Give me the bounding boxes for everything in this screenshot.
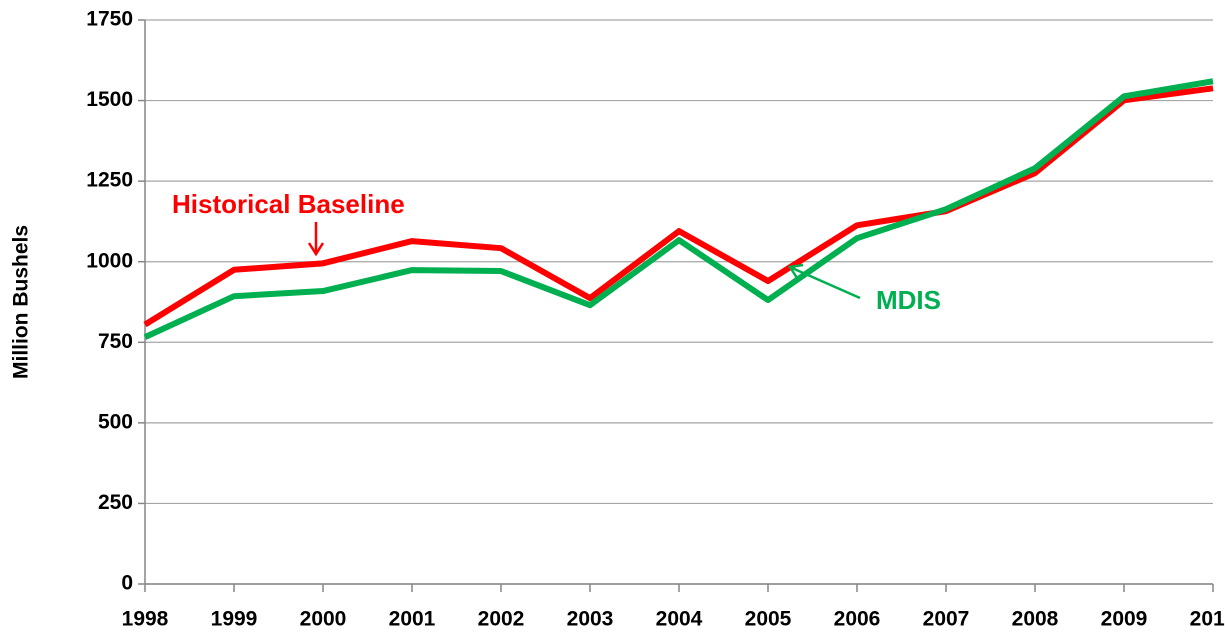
y-tick-label: 0 <box>121 572 133 595</box>
x-tick-label: 1998 <box>122 608 169 631</box>
y-tick-label: 1000 <box>86 249 133 272</box>
x-tick-label: 2010 <box>1190 608 1225 631</box>
y-tick-label: 250 <box>98 491 133 514</box>
x-tick-label: 1999 <box>211 608 258 631</box>
annotation: MDIS <box>876 285 941 315</box>
annotation: Historical Baseline <box>172 189 405 219</box>
y-tick-label: 1500 <box>86 88 133 111</box>
x-tick-label: 2006 <box>834 608 881 631</box>
x-tick-label: 2001 <box>389 608 436 631</box>
y-tick-label: 1250 <box>86 169 133 192</box>
data-line <box>143 78 1214 340</box>
x-tick-label: 2002 <box>478 608 525 631</box>
x-tick-label: 2003 <box>567 608 614 631</box>
y-tick-label: 500 <box>98 410 133 433</box>
y-axis-label: Million Bushels <box>10 225 33 379</box>
annotation-arrow <box>787 263 861 300</box>
x-tick-label: 2008 <box>1012 608 1059 631</box>
x-tick-label: 2000 <box>300 608 347 631</box>
x-tick-label: 2005 <box>745 608 792 631</box>
y-tick-label: 750 <box>98 330 133 353</box>
data-line <box>143 85 1214 328</box>
x-tick-label: 2009 <box>1101 608 1148 631</box>
annotation-arrow <box>307 222 325 257</box>
y-tick-label: 1750 <box>86 8 133 31</box>
plot-area: 0 250 500 750 1000 1250 1500 1750 1998 1999 2000 20… <box>86 8 1225 631</box>
x-tick-label: 2007 <box>923 608 970 631</box>
x-tick-label: 2004 <box>656 608 703 631</box>
